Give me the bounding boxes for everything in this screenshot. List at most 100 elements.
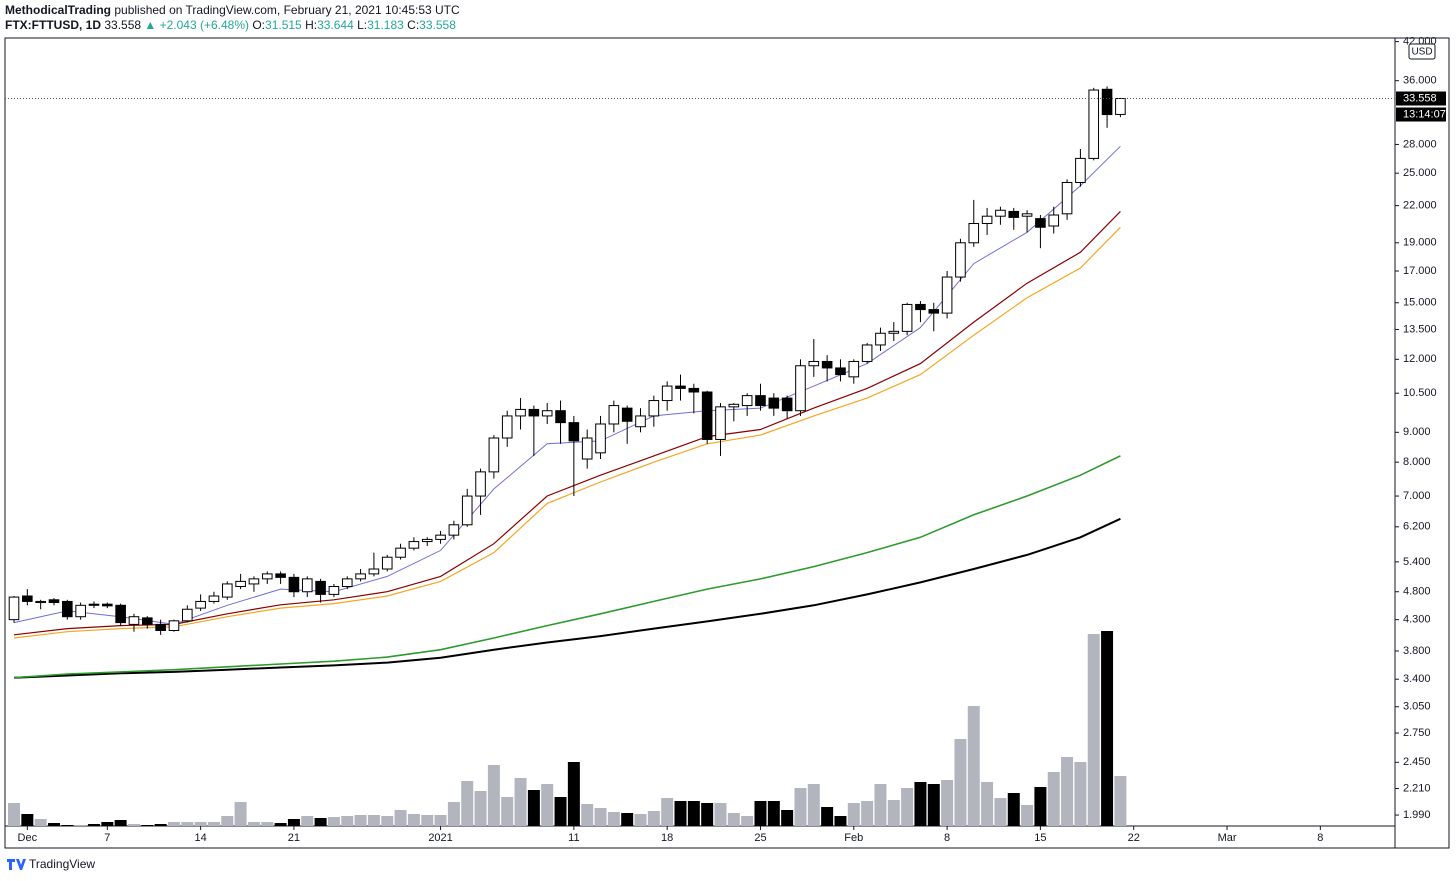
candle-body: [955, 242, 966, 278]
x-tick-label: 2021: [428, 832, 452, 844]
volume-bar: [247, 822, 260, 826]
y-tick-label: 7.000: [1403, 490, 1431, 502]
axes: 1.990 2.210 2.450 2.750 3.050 3.400 3.800 4.300…: [18, 36, 1446, 844]
y-tick-label: 2.450: [1403, 756, 1431, 768]
candle-body: [795, 365, 806, 412]
candle-body: [968, 223, 980, 244]
logo-icon: [7, 859, 26, 870]
volume-bar: [21, 814, 34, 826]
volume-bar: [421, 815, 434, 826]
volume-bar: [114, 820, 127, 826]
y-tick-label: 3.800: [1403, 645, 1431, 657]
candle-body: [581, 437, 593, 460]
volume-bar: [567, 762, 580, 826]
y-tick-label: 15.000: [1403, 297, 1437, 309]
candle-body: [688, 387, 700, 393]
o-label: O:: [252, 18, 266, 32]
volume-bar: [141, 825, 154, 826]
volume-bar: [647, 811, 660, 826]
quote-line: FTX:FTTUSD, 1D 33.558 ▲ +2.043 (+6.48%) …: [5, 18, 456, 32]
x-tick-label: 25: [754, 832, 766, 844]
candle-body: [621, 407, 633, 422]
candle-body: [995, 209, 1006, 217]
volume-bar: [407, 814, 420, 826]
candle-body: [675, 385, 686, 389]
volume-bar: [474, 791, 487, 826]
volume-bar: [47, 823, 60, 826]
candle-body: [1115, 98, 1126, 115]
moving-average: [13, 517, 1121, 679]
volume-bar: [87, 824, 100, 826]
candle-body: [8, 596, 20, 621]
h: 33.644: [317, 18, 354, 32]
candle-body: [808, 360, 820, 367]
candle-body: [195, 600, 206, 609]
volume-bar: [381, 816, 394, 826]
y-tick-label: 2.210: [1403, 782, 1431, 794]
volume-bar: [967, 706, 980, 826]
candle-body: [715, 406, 726, 440]
x-tick-label: 7: [104, 832, 110, 844]
volume-bar: [1034, 787, 1047, 826]
candle-body: [235, 580, 246, 588]
moving-average: [13, 455, 1121, 679]
volume-bar: [634, 814, 647, 826]
l-label: L:: [357, 18, 368, 32]
candle-body: [741, 395, 753, 407]
candle-body: [248, 578, 260, 585]
volume-bar: [301, 816, 314, 826]
brand-name: TradingView: [29, 857, 96, 871]
y-tick-label: 2.750: [1403, 727, 1431, 739]
y-tick-label: 28.000: [1403, 138, 1437, 150]
author: MethodicalTrading: [5, 3, 112, 17]
volume-bar: [274, 823, 287, 826]
change: ▲ +2.043 (+6.48%): [144, 18, 249, 32]
volume-bar: [127, 824, 140, 826]
x-tick-label: 8: [944, 832, 950, 844]
volume-bar: [207, 822, 220, 826]
c-label: C:: [407, 18, 420, 32]
candle-body: [328, 586, 340, 595]
candle-body: [301, 578, 313, 593]
volume-bar: [834, 816, 847, 826]
y-tick-label: 19.000: [1403, 237, 1437, 249]
l: 31.183: [367, 18, 404, 32]
volume-bar: [861, 801, 874, 826]
candle-body: [541, 410, 553, 417]
volume-bar: [194, 822, 207, 826]
currency-box: [1408, 43, 1436, 60]
volume-bar: [287, 819, 300, 826]
volume-bar: [34, 819, 47, 826]
volume-bar: [1007, 793, 1020, 826]
candle-body: [315, 580, 326, 595]
candle-body: [221, 583, 233, 598]
last-price-box: [1396, 91, 1446, 106]
volume-bar: [741, 816, 754, 826]
volume-bar: [594, 808, 607, 826]
y-tick-label: 8.000: [1403, 456, 1431, 468]
candle-body: [395, 547, 406, 558]
candle-body: [142, 617, 153, 625]
currency: USD: [1411, 47, 1432, 58]
candle-body: [408, 541, 420, 549]
candle-body: [75, 604, 86, 618]
candle-body: [701, 391, 713, 440]
candle-body: [915, 303, 926, 311]
o: 31.515: [265, 18, 302, 32]
volume-bar: [914, 782, 927, 826]
candle-body: [661, 385, 673, 402]
candle-body: [635, 415, 646, 428]
candle-body: [62, 600, 73, 618]
candle-body: [155, 623, 166, 631]
frame: [4, 37, 1450, 849]
candle-body: [288, 576, 300, 593]
volume-bar: [261, 822, 274, 826]
volume-bar: [221, 816, 234, 826]
candle-body: [501, 415, 513, 439]
volume-bar: [927, 784, 940, 826]
candle-body: [181, 608, 193, 622]
candle-body: [275, 573, 286, 578]
candle-body: [755, 395, 766, 407]
candle-body: [22, 595, 33, 602]
